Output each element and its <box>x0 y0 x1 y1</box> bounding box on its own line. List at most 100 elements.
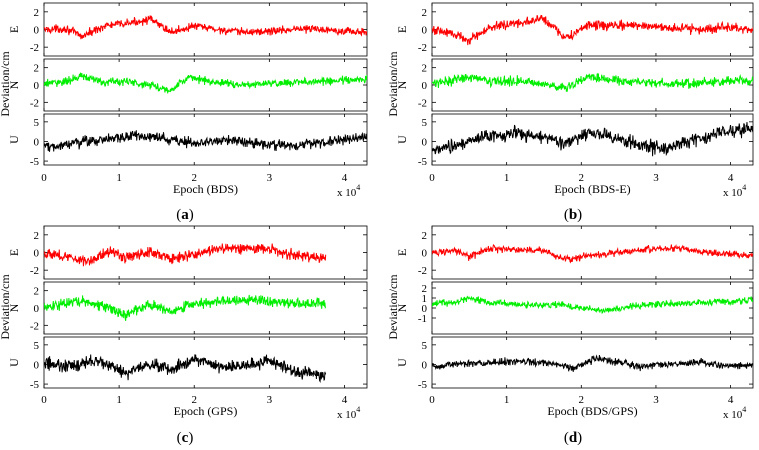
series-line-u <box>44 354 327 384</box>
x-axis-label: Epoch (BDS/GPS) <box>547 404 637 418</box>
y-tick-label: -2 <box>30 320 39 332</box>
y-tick-label: 2 <box>422 63 428 75</box>
panel-label-part: c <box>182 430 189 446</box>
x-multiplier-exponent: 4 <box>356 183 360 192</box>
y-tick-label: 0 <box>34 303 40 315</box>
axes-frame <box>431 336 754 389</box>
y-tick-label: 0 <box>422 359 428 371</box>
x-multiplier: x 104 <box>723 405 746 421</box>
series-line-e <box>44 243 327 267</box>
x-tick-label: 4 <box>728 394 734 406</box>
panel-label-part: ( <box>177 430 182 446</box>
y-tick-label: 0 <box>422 25 428 37</box>
x-multiplier-exponent: 4 <box>356 405 360 414</box>
y-tick-label: 2 <box>422 7 428 19</box>
subplot-e: -2 0 2 E <box>395 2 754 57</box>
y-tick-label: -2 <box>30 97 39 109</box>
x-tick-label: 2 <box>191 394 197 406</box>
panel-label: (d) <box>564 430 582 446</box>
x-tick-label: 1 <box>504 172 510 184</box>
y-tick-label: -2 <box>418 97 427 109</box>
x-axis-label: Epoch (GPS) <box>174 404 238 418</box>
x-tick-label: 1 <box>116 394 122 406</box>
shared-y-axis-label: Deviation/cm <box>0 51 12 117</box>
y-tick-label: 0 <box>34 136 40 148</box>
y-tick-label: 0 <box>422 303 428 315</box>
y-tick-label: -2 <box>418 265 427 277</box>
subplot-e: -2 0 2 E <box>395 225 754 280</box>
series-label-e: E <box>395 249 409 256</box>
y-tick-label: 0 <box>422 248 428 260</box>
series-line-e <box>44 15 367 40</box>
series-label-u: U <box>395 358 409 367</box>
x-multiplier-base: x 10 <box>337 409 357 421</box>
series-label-u: U <box>7 135 21 144</box>
y-tick-label: 2 <box>422 230 428 242</box>
y-tick-label: 5 <box>34 117 40 129</box>
series-line-n <box>432 295 753 314</box>
x-multiplier-exponent: 4 <box>742 405 746 414</box>
series-label-u: U <box>395 135 409 144</box>
x-tick-label: 1 <box>504 394 510 406</box>
y-tick-label: 0 <box>422 80 428 92</box>
x-tick-label: 0 <box>41 172 47 184</box>
series-label-n: N <box>7 80 21 89</box>
y-tick-label: -5 <box>418 379 428 391</box>
y-tick-label: -2 <box>30 42 39 54</box>
series-line-n <box>432 72 753 93</box>
shared-y-axis-label: Deviation/cm <box>386 51 400 117</box>
y-tick-label: 2 <box>34 286 40 298</box>
x-axis-label: Epoch (BDS-E) <box>554 182 630 196</box>
y-tick-label: 0 <box>34 359 40 371</box>
y-tick-label: 0 <box>34 25 40 37</box>
y-tick-label: -2 <box>418 42 427 54</box>
x-tick-label: 2 <box>579 394 585 406</box>
y-tick-label: 5 <box>422 340 428 352</box>
axes-frame <box>431 2 754 57</box>
x-tick-label: 2 <box>579 172 585 184</box>
y-tick-label: 2 <box>34 63 40 75</box>
series-label-n: N <box>395 303 409 312</box>
subplot-n: -2 0 2 N <box>395 58 754 112</box>
series-label-n: N <box>395 80 409 89</box>
panel-label-part: ( <box>564 207 569 223</box>
series-line-e <box>432 243 753 264</box>
x-tick-label: 3 <box>653 172 659 184</box>
y-tick-label: -5 <box>30 379 40 391</box>
subplot-u: -5 0 5 U <box>7 336 368 391</box>
series-line-e <box>432 14 753 46</box>
y-tick-label: 0 <box>34 80 40 92</box>
x-tick-label: 2 <box>191 172 197 184</box>
x-tick-label: 3 <box>653 394 659 406</box>
y-tick-label: -5 <box>418 156 428 168</box>
y-tick-label: -1 <box>418 313 427 325</box>
panel-label-part: ) <box>188 430 193 446</box>
subplot-u: -5 0 5 U <box>395 336 754 391</box>
y-tick-label: -5 <box>30 156 40 168</box>
x-multiplier-base: x 10 <box>337 187 357 199</box>
panel-label: (c) <box>177 430 194 446</box>
shared-y-axis-label: Deviation/cm <box>0 274 12 340</box>
panel-label-part: b <box>569 207 577 223</box>
y-tick-label: 5 <box>34 340 40 352</box>
series-line-u <box>432 122 753 157</box>
panel-label-part: ( <box>176 207 181 223</box>
panel-label-part: ) <box>577 207 582 223</box>
y-tick-label: -2 <box>30 265 39 277</box>
x-tick-label: 4 <box>342 394 348 406</box>
x-tick-label: 0 <box>429 394 435 406</box>
x-multiplier-exponent: 4 <box>742 183 746 192</box>
subplot-u: -5 0 5 U <box>7 113 368 168</box>
y-tick-label: 0 <box>422 136 428 148</box>
subplot-e: -2 0 2 E <box>7 2 368 57</box>
series-label-e: E <box>395 26 409 33</box>
y-tick-label: 2 <box>422 283 428 295</box>
series-line-u <box>432 354 753 372</box>
x-multiplier-base: x 10 <box>723 187 743 199</box>
x-multiplier: x 104 <box>337 405 360 421</box>
